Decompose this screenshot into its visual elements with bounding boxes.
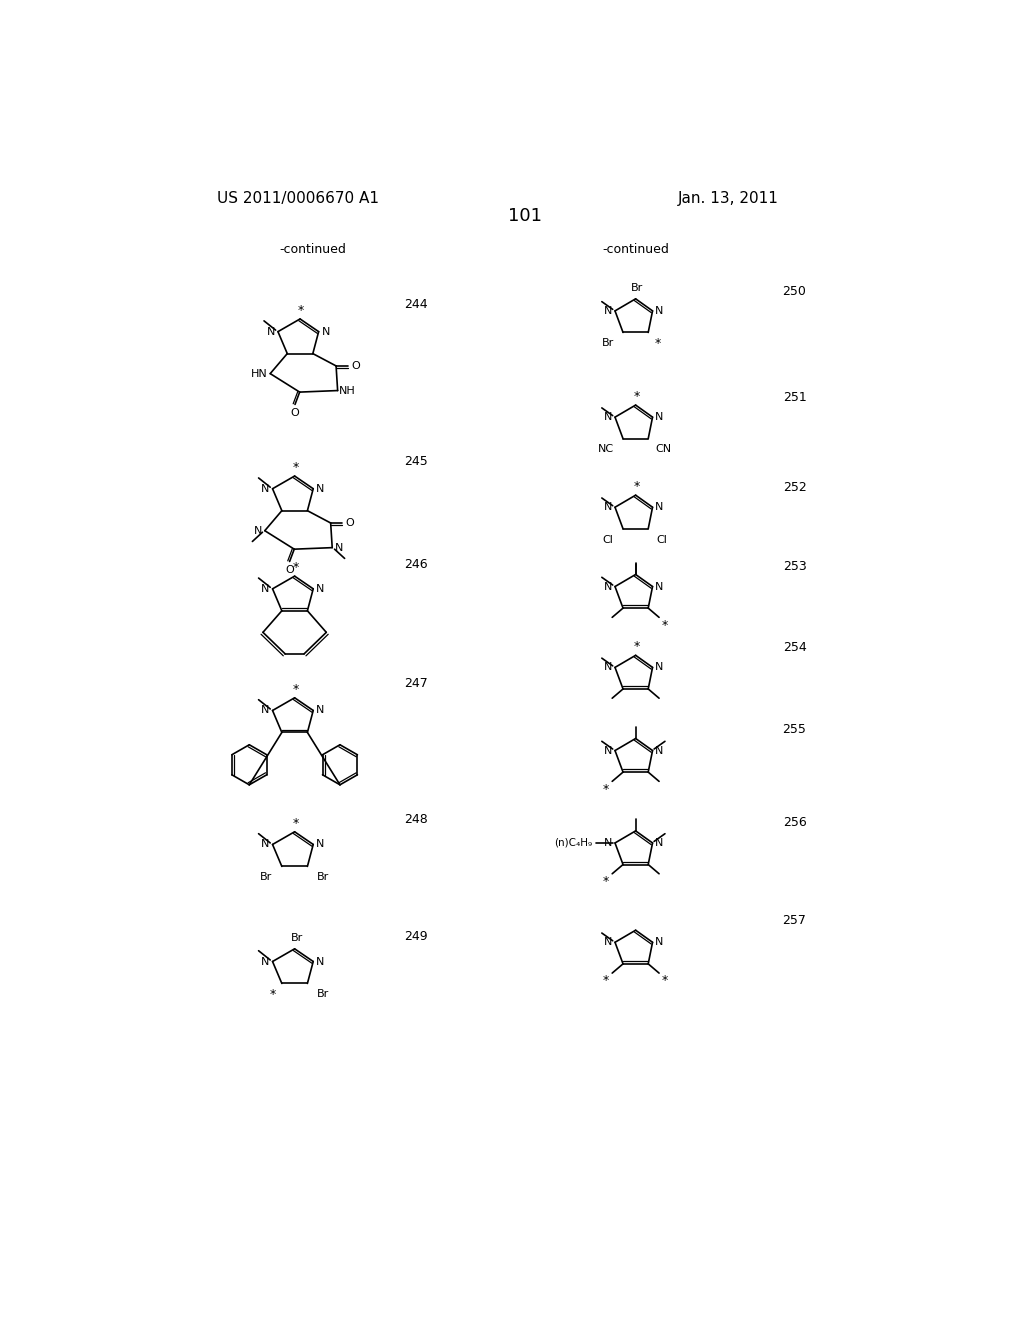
Text: N: N <box>267 326 275 337</box>
Text: *: * <box>292 817 299 830</box>
Text: N: N <box>322 326 330 337</box>
Text: O: O <box>291 408 299 418</box>
Text: *: * <box>633 640 640 653</box>
Text: N: N <box>604 582 612 591</box>
Text: N: N <box>261 957 269 966</box>
Text: 256: 256 <box>782 816 806 829</box>
Text: US 2011/0006670 A1: US 2011/0006670 A1 <box>217 191 379 206</box>
Text: *: * <box>663 619 669 631</box>
Text: Br: Br <box>631 282 643 293</box>
Text: -continued: -continued <box>602 243 669 256</box>
Text: 101: 101 <box>508 207 542 226</box>
Text: N: N <box>316 705 325 715</box>
Text: 245: 245 <box>404 454 428 467</box>
Text: N: N <box>261 583 269 594</box>
Text: *: * <box>269 987 275 1001</box>
Text: Br: Br <box>316 873 329 882</box>
Text: Br: Br <box>316 989 329 999</box>
Text: N: N <box>655 502 664 512</box>
Text: -continued: -continued <box>279 243 346 256</box>
Text: N: N <box>316 840 325 850</box>
Text: N: N <box>316 483 325 494</box>
Text: *: * <box>298 304 304 317</box>
Text: 249: 249 <box>404 929 428 942</box>
Text: 252: 252 <box>782 480 806 494</box>
Text: *: * <box>292 682 299 696</box>
Text: *: * <box>603 974 609 987</box>
Text: 254: 254 <box>782 640 806 653</box>
Text: CN: CN <box>655 445 672 454</box>
Text: 255: 255 <box>782 723 807 737</box>
Text: N: N <box>655 663 664 672</box>
Text: *: * <box>663 974 669 987</box>
Text: N: N <box>261 840 269 850</box>
Text: Br: Br <box>291 933 303 942</box>
Text: N: N <box>604 746 612 755</box>
Text: NC: NC <box>598 445 614 454</box>
Text: N: N <box>316 957 325 966</box>
Text: 244: 244 <box>404 298 428 312</box>
Text: *: * <box>292 461 299 474</box>
Text: N: N <box>604 306 612 315</box>
Text: O: O <box>286 565 294 576</box>
Text: O: O <box>351 360 359 371</box>
Text: N: N <box>604 502 612 512</box>
Text: N: N <box>335 543 343 553</box>
Text: NH: NH <box>339 385 356 396</box>
Text: Cl: Cl <box>656 535 668 545</box>
Text: O: O <box>346 517 354 528</box>
Text: N: N <box>316 583 325 594</box>
Text: Jan. 13, 2011: Jan. 13, 2011 <box>678 191 779 206</box>
Text: N: N <box>655 838 664 847</box>
Text: *: * <box>654 337 660 350</box>
Text: HN: HN <box>251 368 267 379</box>
Text: *: * <box>292 561 299 574</box>
Text: N: N <box>261 705 269 715</box>
Text: N: N <box>261 483 269 494</box>
Text: N: N <box>604 412 612 422</box>
Text: 257: 257 <box>782 915 807 927</box>
Text: N: N <box>604 838 612 847</box>
Text: N: N <box>604 937 612 948</box>
Text: N: N <box>254 525 262 536</box>
Text: 251: 251 <box>782 391 806 404</box>
Text: 247: 247 <box>404 677 428 690</box>
Text: *: * <box>633 391 640 403</box>
Text: N: N <box>655 582 664 591</box>
Text: N: N <box>655 746 664 755</box>
Text: N: N <box>604 663 612 672</box>
Text: 248: 248 <box>404 813 428 825</box>
Text: Br: Br <box>601 338 613 348</box>
Text: (n)C₄H₉: (n)C₄H₉ <box>554 838 592 847</box>
Text: N: N <box>655 412 664 422</box>
Text: 253: 253 <box>782 560 806 573</box>
Text: N: N <box>655 306 664 315</box>
Text: Br: Br <box>260 873 272 882</box>
Text: 250: 250 <box>782 285 807 298</box>
Text: Cl: Cl <box>602 535 613 545</box>
Text: *: * <box>603 783 609 796</box>
Text: 246: 246 <box>404 557 428 570</box>
Text: N: N <box>655 937 664 948</box>
Text: *: * <box>603 875 609 888</box>
Text: *: * <box>633 480 640 494</box>
